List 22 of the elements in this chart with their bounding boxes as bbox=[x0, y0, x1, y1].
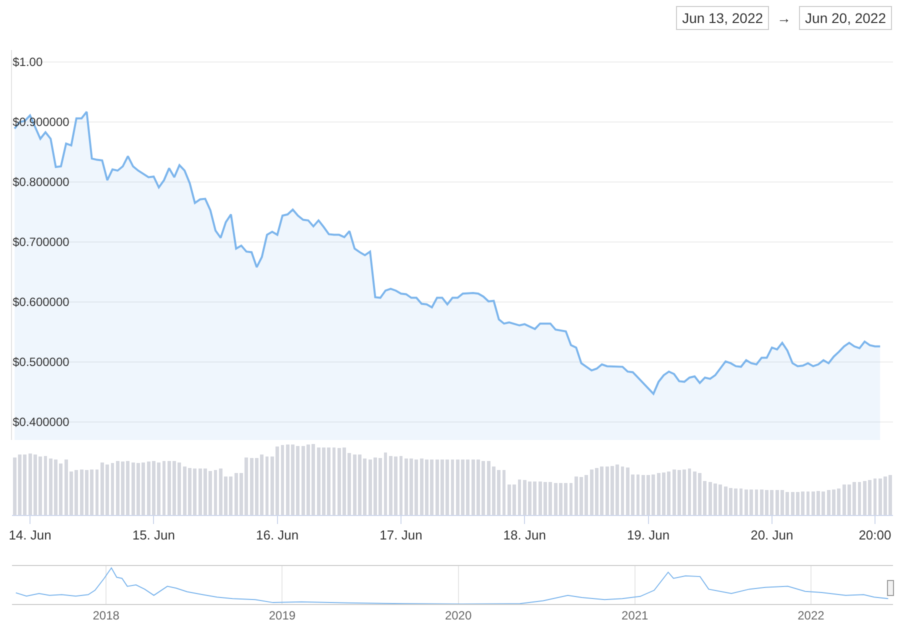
y-tick-label: $0.600000 bbox=[12, 295, 70, 310]
y-tick-label: $0.400000 bbox=[12, 415, 70, 430]
y-tick-label: $0.500000 bbox=[12, 355, 70, 370]
x-tick-label: 17. Jun bbox=[380, 528, 422, 543]
x-tick-label: 2022 bbox=[798, 608, 825, 622]
text: → bbox=[777, 10, 792, 26]
y-tick-label: $1.00 bbox=[12, 55, 43, 70]
x-tick-label: 2021 bbox=[622, 608, 649, 622]
x-tick-label: 18. Jun bbox=[503, 528, 546, 543]
x-tick-label: 20. Jun bbox=[750, 528, 794, 543]
x-tick-label: 16. Jun bbox=[256, 528, 299, 543]
text: Jun 13, 2022 bbox=[676, 6, 770, 30]
text: Jun 20, 2022 bbox=[799, 6, 892, 30]
y-tick-label: $0.800000 bbox=[12, 175, 70, 190]
x-tick-label: 20:00 bbox=[858, 528, 892, 543]
x-tick-label: 15. Jun bbox=[132, 528, 176, 543]
x-tick-label: 2020 bbox=[444, 608, 472, 622]
x-tick-label: 2018 bbox=[92, 608, 120, 622]
x-tick-label: 19. Jun bbox=[626, 528, 670, 543]
x-tick-label: 2019 bbox=[268, 608, 296, 622]
y-tick-label: $0.700000 bbox=[12, 235, 70, 250]
x-tick-label: 14. Jun bbox=[8, 528, 52, 543]
